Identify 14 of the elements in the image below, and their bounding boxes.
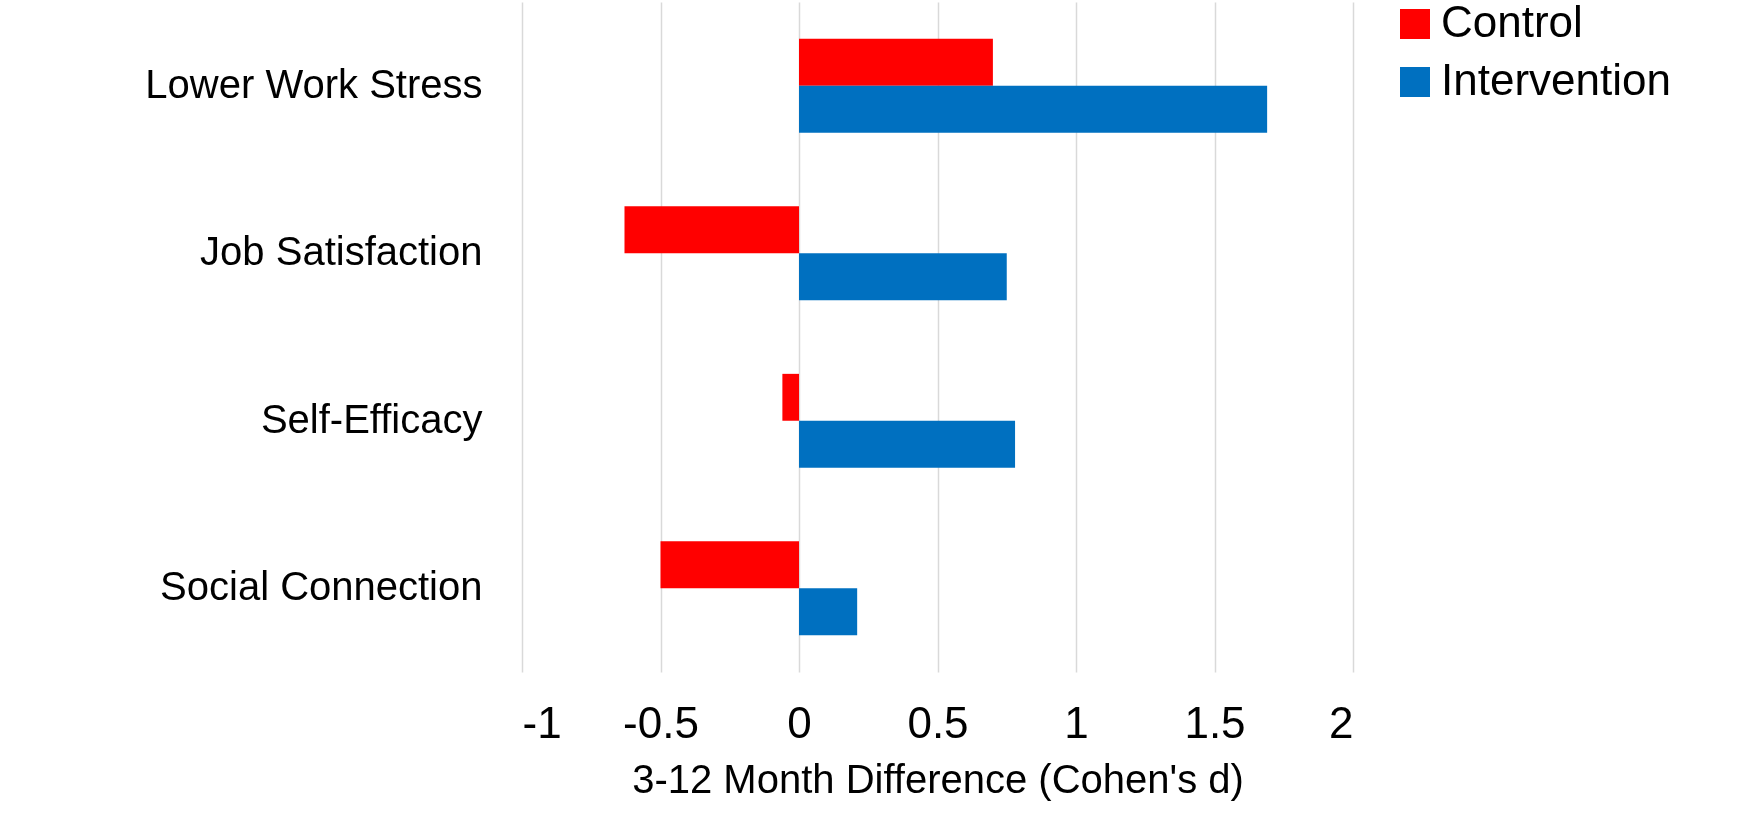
x-tick-label: 2 (1329, 697, 1354, 747)
x-axis-title: 3-12 Month Difference (Cohen's d) (632, 756, 1244, 801)
y-tick-label: Lower Work Stress (145, 61, 483, 106)
x-tick-label: 0 (787, 697, 812, 747)
x-tick-label: 1 (1064, 697, 1089, 747)
legend-label: Intervention (1441, 55, 1671, 104)
x-tick-label: 1.5 (1184, 697, 1246, 747)
x-tick-label: 0.5 (907, 697, 969, 747)
x-tick-label: -0.5 (623, 697, 699, 747)
y-tick-label: Job Satisfaction (200, 229, 483, 274)
y-tick-label: Social Connection (160, 564, 483, 609)
y-tick-label: Self-Efficacy (260, 396, 483, 441)
x-tick-label: -1 (522, 697, 562, 747)
legend-label: Control (1441, 0, 1583, 46)
